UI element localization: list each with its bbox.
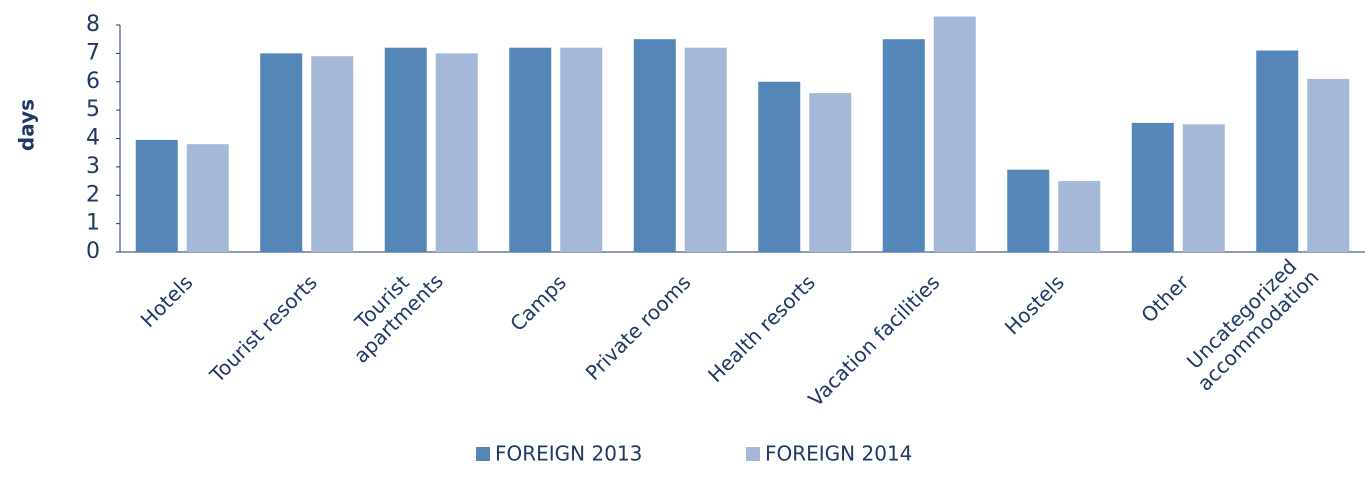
bar [1182,124,1225,252]
bar [1007,169,1050,252]
bar [560,47,603,253]
bar [135,139,178,252]
bar [509,47,552,253]
legend-label: FOREIGN 2013 [495,442,642,466]
y-tick-label: 6 [86,69,100,94]
y-axis-label: days [15,99,39,151]
y-tick-label: 7 [86,40,100,65]
bar [435,53,478,252]
bar [882,39,925,252]
y-tick-label: 1 [86,211,100,236]
legend-swatch [476,447,490,461]
bar [384,47,427,253]
y-tick-label: 3 [86,154,100,179]
x-tick-label: Camps [505,270,571,336]
y-tick-label: 5 [86,97,100,122]
bar [809,93,852,252]
bar [311,56,354,253]
x-tick-label: Hotels [136,270,198,332]
bar [260,53,303,252]
bar [933,16,976,252]
x-tick-label: Vacation facilities [803,270,944,411]
bar [633,39,676,252]
y-tick-label: 8 [86,12,100,37]
bar [1131,122,1174,252]
bar [186,144,229,252]
x-tick-label: Hostels [1000,270,1069,339]
legend-label: FOREIGN 2014 [765,442,912,466]
bar [1307,78,1350,252]
x-tick-label: Other [1136,270,1194,328]
x-tick-label: Uncategorizedaccommodation [1176,249,1323,396]
bar [684,47,727,253]
bar [758,81,801,252]
x-tick-label: Tourist resorts [204,270,322,388]
x-tick-label: Health resorts [703,270,820,387]
bar [1256,50,1299,252]
legend-swatch [746,447,760,461]
y-tick-label: 0 [86,239,100,264]
x-tick-label: Touristapartments [333,253,448,368]
y-tick-label: 4 [86,126,100,151]
y-tick-label: 2 [86,182,100,207]
bar [1058,181,1101,252]
x-tick-label: Private rooms [581,270,696,385]
